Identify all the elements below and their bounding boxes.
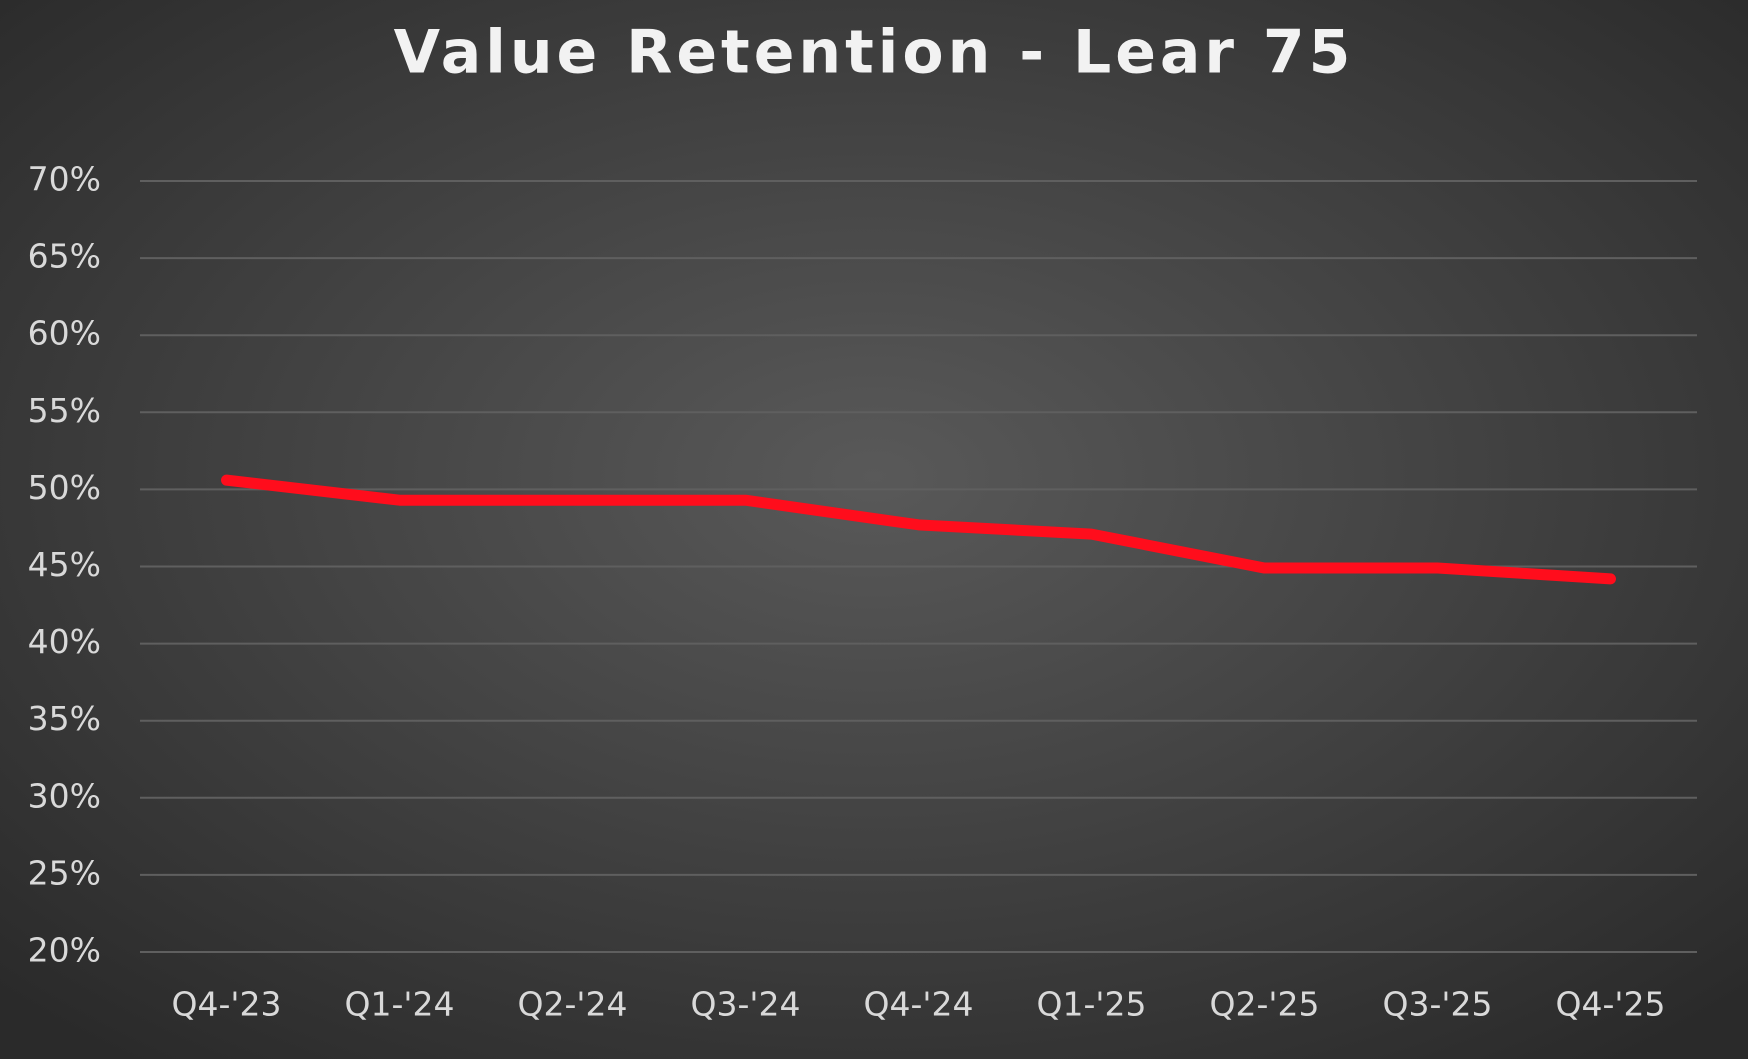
y-tick-label: 20%: [28, 931, 101, 970]
x-tick-label: Q2-'24: [518, 985, 628, 1024]
x-tick-label: Q3-'24: [691, 985, 801, 1024]
y-tick-label: 25%: [28, 853, 101, 892]
x-tick-label: Q1-'25: [1037, 985, 1147, 1024]
x-tick-label: Q4-'23: [172, 985, 282, 1024]
x-tick-label: Q2-'25: [1210, 985, 1320, 1024]
y-tick-label: 35%: [28, 699, 101, 738]
y-tick-label: 55%: [28, 391, 101, 430]
y-tick-label: 65%: [28, 237, 101, 276]
y-tick-label: 70%: [28, 160, 101, 199]
y-tick-label: 45%: [28, 545, 101, 584]
x-tick-label: Q4-'25: [1556, 985, 1666, 1024]
y-tick-label: 50%: [28, 468, 101, 507]
data-line: [221, 474, 1616, 585]
y-tick-label: 40%: [28, 622, 101, 661]
x-tick-label: Q1-'24: [345, 985, 455, 1024]
x-tick-label: Q3-'25: [1383, 985, 1493, 1024]
y-tick-label: 30%: [28, 776, 101, 815]
x-tick-label: Q4-'24: [864, 985, 974, 1024]
y-tick-label: 60%: [28, 314, 101, 353]
chart-title: Value Retention - Lear 75: [394, 18, 1355, 88]
